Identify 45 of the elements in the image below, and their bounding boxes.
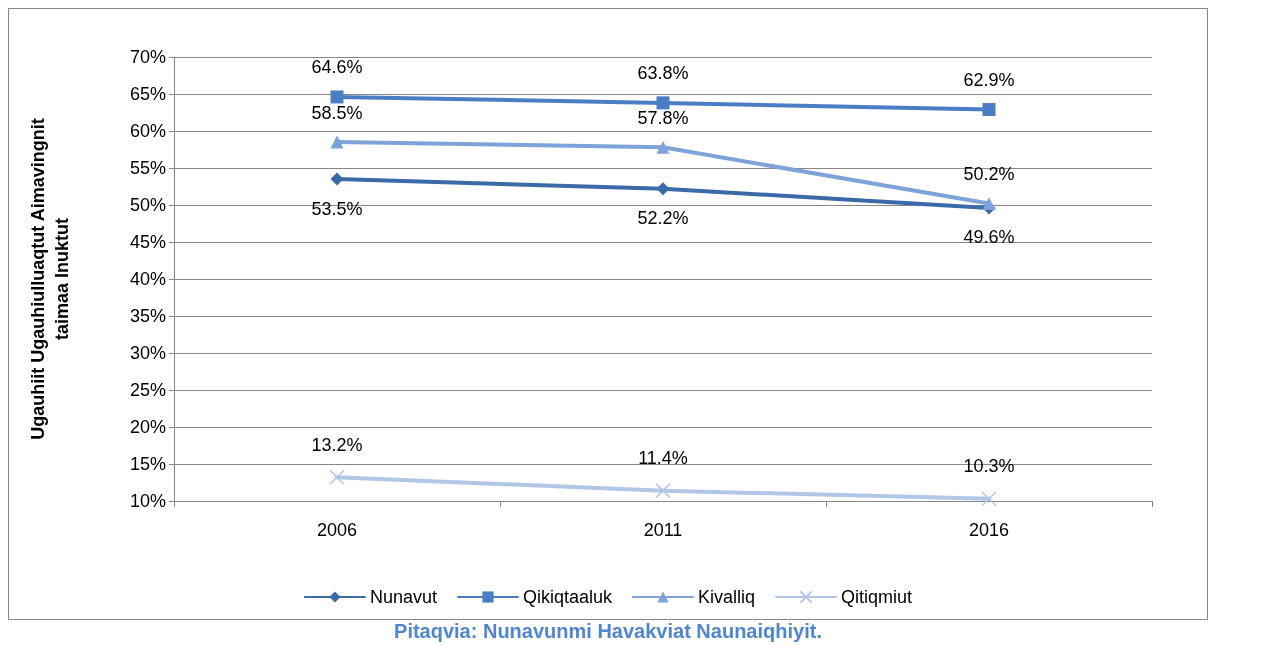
y-axis-title: Ugauhiit Ugauhiulluaqtut Aimavingnit taimaa Inuktut [28, 118, 72, 440]
data-label: 13.2% [311, 434, 363, 455]
x-tick-label: 2006 [316, 520, 358, 540]
x-tick-label: 2016 [968, 520, 1010, 540]
y-tick-label: 40% [129, 269, 166, 289]
legend-label: Nunavut [369, 587, 437, 607]
y-tick-label: 50% [129, 195, 166, 215]
y-tick-label: 65% [129, 84, 166, 104]
data-label: 52.2% [637, 208, 689, 229]
legend-label: Qitiqmiut [841, 587, 913, 607]
y-tick-label: 45% [129, 232, 166, 252]
y-tick-label: 55% [129, 158, 166, 178]
data-label: 50.2% [963, 164, 1015, 185]
data-label: 11.4% [638, 448, 688, 469]
point [655, 482, 671, 499]
y-tick-label: 35% [129, 306, 166, 326]
text: Pitaqvia: Nunavunmi Havakviat Naunaiqhiyit. [393, 620, 823, 643]
data-label: 63.8% [637, 63, 689, 84]
point [330, 90, 344, 104]
data-label: 58.5% [311, 102, 363, 123]
data-label: 64.6% [311, 57, 363, 78]
y-tick-label: 60% [129, 121, 166, 141]
point [982, 103, 996, 117]
point [329, 469, 345, 486]
data-label: 49.6% [963, 227, 1015, 248]
point [981, 491, 997, 507]
x-tick-label: 2011 [643, 520, 683, 540]
y-tick-label: 30% [129, 343, 166, 363]
point [656, 96, 670, 110]
point [656, 182, 670, 196]
legend-label: Kivalliq [698, 587, 756, 607]
data-label: 10.3% [963, 456, 1015, 477]
y-tick-label: 15% [129, 454, 166, 474]
y-tick-label: 10% [129, 491, 166, 511]
point [982, 197, 996, 211]
point [330, 172, 344, 186]
point [656, 140, 670, 154]
point [330, 135, 344, 149]
y-tick-label: 25% [129, 380, 166, 400]
data-label: 53.5% [311, 198, 363, 219]
legend-label: Qikiqtaaluk [522, 587, 614, 607]
y-tick-label: 20% [129, 417, 166, 437]
data-label: 62.9% [963, 70, 1015, 91]
data-label: 57.8% [637, 107, 689, 128]
y-tick-label: 70% [129, 47, 166, 67]
